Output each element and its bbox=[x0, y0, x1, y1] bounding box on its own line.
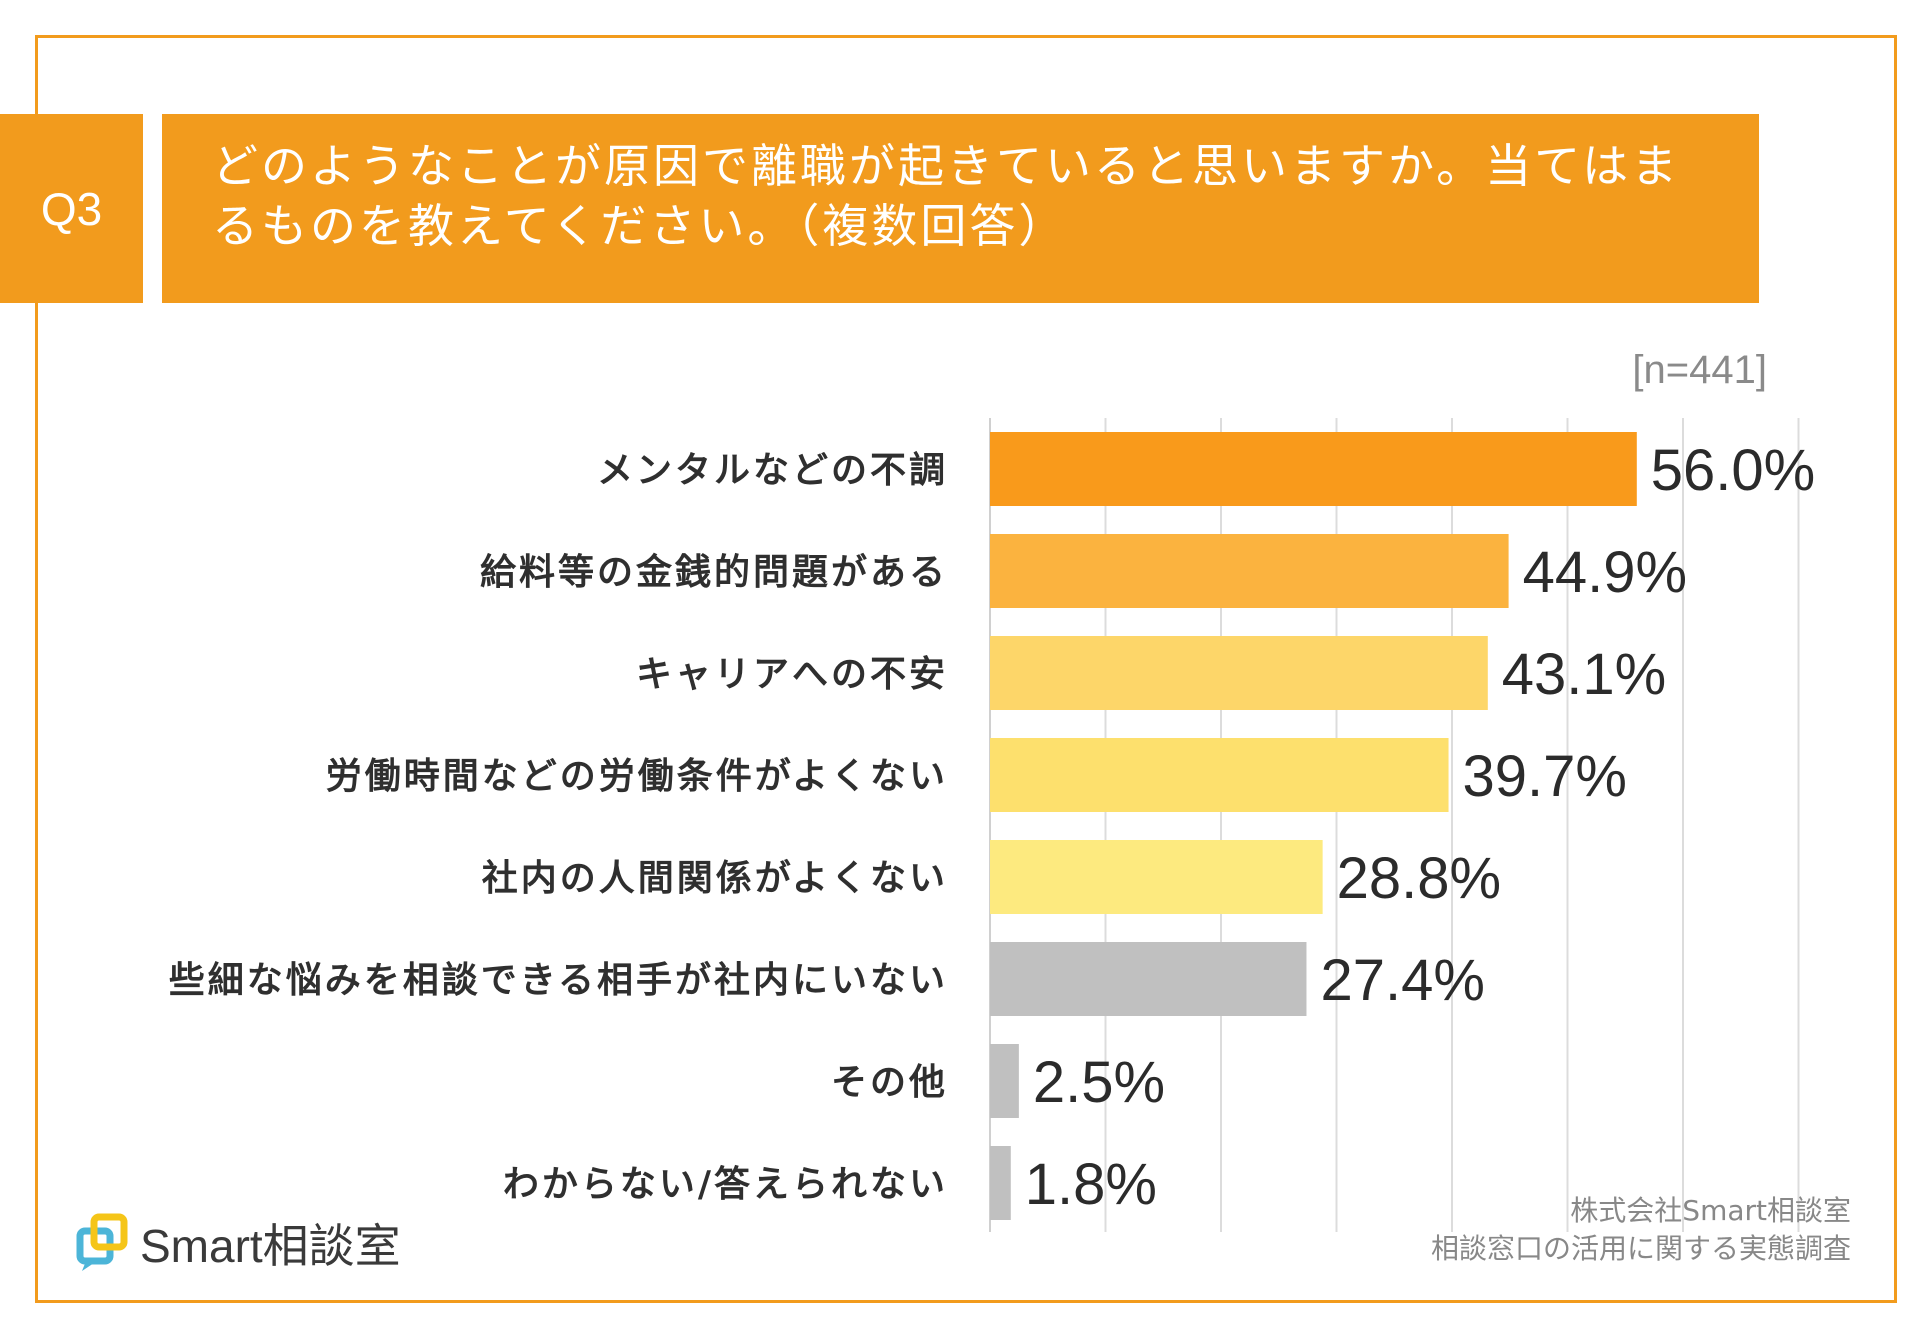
category-label-2: 給料等の金銭的問題がある bbox=[480, 551, 948, 593]
bar-8 bbox=[990, 1146, 1011, 1220]
value-label-2: 44.9% bbox=[1523, 540, 1687, 605]
value-label-1: 56.0% bbox=[1651, 438, 1815, 503]
question-text-line2: るものを教えてください。（複数回答） bbox=[212, 199, 1068, 253]
category-label-4: 労働時間などの労働条件がよくない bbox=[326, 756, 948, 797]
logo-icon bbox=[76, 1213, 130, 1273]
value-label-3: 43.1% bbox=[1502, 642, 1666, 707]
question-text: どのようなことが原因で離職が起きていると思いますか。当てはま るものを教えてくだ… bbox=[162, 114, 1759, 303]
bar-6 bbox=[990, 942, 1307, 1016]
source-line2: 相談窓口の活用に関する実態調査 bbox=[1430, 1232, 1851, 1265]
category-label-1: メンタルなどの不調 bbox=[597, 450, 948, 491]
bar-7 bbox=[990, 1044, 1019, 1118]
value-label-4: 39.7% bbox=[1463, 744, 1627, 809]
bar-2 bbox=[990, 534, 1509, 608]
source-line1: 株式会社Smart相談室 bbox=[1570, 1194, 1851, 1227]
bar-4 bbox=[990, 738, 1449, 812]
category-label-7: その他 bbox=[831, 1062, 948, 1103]
category-label-3: キャリアへの不安 bbox=[636, 654, 948, 695]
company-logo: Smart相談室 bbox=[76, 1210, 401, 1276]
chart-frame bbox=[35, 35, 1897, 1303]
value-label-6: 27.4% bbox=[1320, 948, 1484, 1013]
source-credit: 株式会社Smart相談室 相談窓口の活用に関する実態調査 bbox=[1431, 1192, 1851, 1268]
value-label-8: 1.8% bbox=[1025, 1152, 1157, 1217]
sample-size-label: [n=441] bbox=[1632, 348, 1767, 392]
logo-text: Smart相談室 bbox=[140, 1220, 401, 1272]
bar-3 bbox=[990, 636, 1488, 710]
question-number: Q3 bbox=[0, 114, 143, 303]
bar-5 bbox=[990, 840, 1323, 914]
value-label-7: 2.5% bbox=[1033, 1050, 1165, 1115]
category-label-5: 社内の人間関係がよくない bbox=[482, 858, 948, 899]
category-label-6: 些細な悩みを相談できる相手が社内にいない bbox=[169, 960, 948, 1001]
value-label-5: 28.8% bbox=[1337, 846, 1501, 911]
bar-1 bbox=[990, 432, 1637, 506]
question-text-line1: どのようなことが原因で離職が起きていると思いますか。当てはま bbox=[212, 139, 1681, 193]
category-label-8: わからない/答えられない bbox=[503, 1164, 948, 1205]
